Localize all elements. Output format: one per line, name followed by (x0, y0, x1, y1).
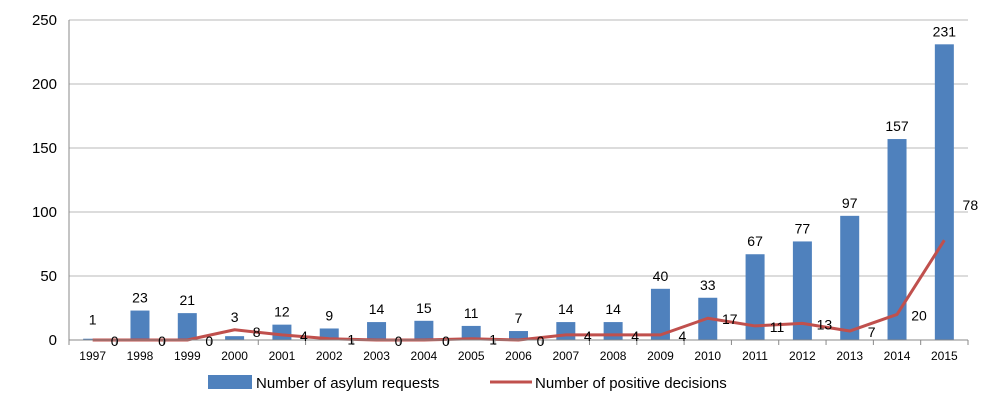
line-data-label: 4 (584, 328, 592, 344)
bar (272, 324, 292, 340)
line-data-labels: 0 0 0 8 4 1 0 0 1 0 4 4 4 17 11 13 7 20 78 (111, 197, 979, 349)
x-tick-label: 2013 (836, 349, 863, 363)
bar-data-label: 15 (416, 300, 432, 316)
bar-data-label: 1 (89, 312, 97, 328)
line-data-label: 11 (770, 319, 785, 335)
line-data-label: 4 (300, 328, 308, 344)
x-tick-label: 2005 (458, 349, 485, 363)
bar (934, 44, 954, 340)
y-axis-ticks: 0 50 100 150 200 250 (32, 12, 57, 349)
legend-label-requests: Number of asylum requests (256, 375, 439, 392)
x-tick-label: 2010 (694, 349, 721, 363)
bar (556, 322, 576, 340)
bar-data-label: 11 (464, 305, 479, 321)
bar-data-label: 157 (885, 118, 909, 134)
bar-data-label: 23 (132, 290, 148, 306)
x-tick-label: 1999 (174, 349, 201, 363)
bar-data-labels: 1 23 21 3 12 9 14 15 11 7 14 14 40 33 67 77 97 157 231 (89, 23, 956, 327)
bar-data-label: 3 (231, 309, 239, 325)
line-data-label: 1 (489, 332, 497, 348)
x-tick-label: 1998 (127, 349, 154, 363)
x-tick-label: 2009 (647, 349, 674, 363)
bar-data-label: 14 (558, 301, 574, 317)
line-data-label: 1 (347, 332, 355, 348)
bar-data-label: 14 (605, 301, 621, 317)
line-data-label: 7 (868, 324, 876, 340)
bar-series (83, 44, 954, 340)
bar-data-label: 21 (180, 292, 196, 308)
line-data-label: 78 (963, 197, 979, 213)
bar (177, 313, 197, 340)
bar (509, 331, 528, 340)
x-tick-label: 2015 (931, 349, 958, 363)
line-data-label: 13 (817, 316, 833, 332)
x-tick-label: 1997 (79, 349, 106, 363)
x-tick-label: 2012 (789, 349, 816, 363)
y-tick-label: 150 (32, 140, 57, 157)
legend-label-decisions: Number of positive decisions (535, 375, 727, 392)
x-tick-label: 2001 (269, 349, 296, 363)
line-data-label: 0 (158, 333, 166, 349)
line-data-label: 4 (679, 328, 687, 344)
y-tick-label: 0 (49, 332, 57, 349)
y-tick-label: 250 (32, 12, 57, 29)
line-data-label: 17 (722, 311, 738, 327)
line-data-label: 0 (205, 333, 213, 349)
bar (887, 139, 907, 340)
legend-swatch-requests (208, 375, 252, 389)
x-tick-label: 2007 (552, 349, 579, 363)
line-data-label: 0 (442, 333, 450, 349)
bar (840, 215, 860, 340)
bar-data-label: 77 (795, 220, 811, 236)
bar-data-label: 7 (515, 310, 523, 326)
bar (225, 336, 245, 340)
line-data-label: 4 (631, 328, 639, 344)
line-data-label: 0 (395, 333, 403, 349)
bar (461, 325, 481, 340)
y-tick-label: 100 (32, 204, 57, 221)
line-data-label: 0 (537, 333, 545, 349)
legend: Number of asylum requests Number of posi… (208, 375, 727, 392)
bar-data-label: 12 (274, 304, 290, 320)
bar-data-label: 33 (700, 277, 716, 293)
bar-data-label: 9 (325, 307, 333, 323)
bar-data-label: 40 (653, 268, 669, 284)
line-data-label: 8 (253, 324, 261, 340)
bar (319, 328, 339, 340)
bar (130, 310, 150, 340)
bar-data-label: 67 (747, 233, 763, 249)
bar-data-label: 14 (369, 301, 385, 317)
line-data-label: 0 (111, 333, 119, 349)
bar (792, 241, 812, 340)
bar-data-label: 231 (933, 23, 957, 39)
x-axis (68, 339, 969, 345)
x-tick-label: 2014 (884, 349, 911, 363)
bar (603, 322, 623, 340)
bar (745, 254, 765, 340)
x-tick-label: 2004 (411, 349, 438, 363)
x-tick-label: 2011 (742, 349, 768, 363)
x-tick-label: 2008 (600, 349, 627, 363)
bar-data-label: 97 (842, 195, 858, 211)
x-tick-label: 2006 (505, 349, 532, 363)
bar (650, 288, 670, 340)
x-tick-label: 2000 (221, 349, 248, 363)
gridlines (68, 19, 968, 340)
bar (414, 320, 434, 340)
x-tick-label: 2002 (316, 349, 343, 363)
x-tick-label: 2003 (363, 349, 390, 363)
x-axis-ticks: 1997 1998 1999 2000 2001 2002 2003 2004 2005 2006… (79, 349, 958, 363)
bar (367, 322, 387, 340)
y-tick-label: 50 (40, 268, 57, 285)
y-tick-label: 200 (32, 76, 57, 93)
line-data-label: 20 (911, 307, 927, 323)
